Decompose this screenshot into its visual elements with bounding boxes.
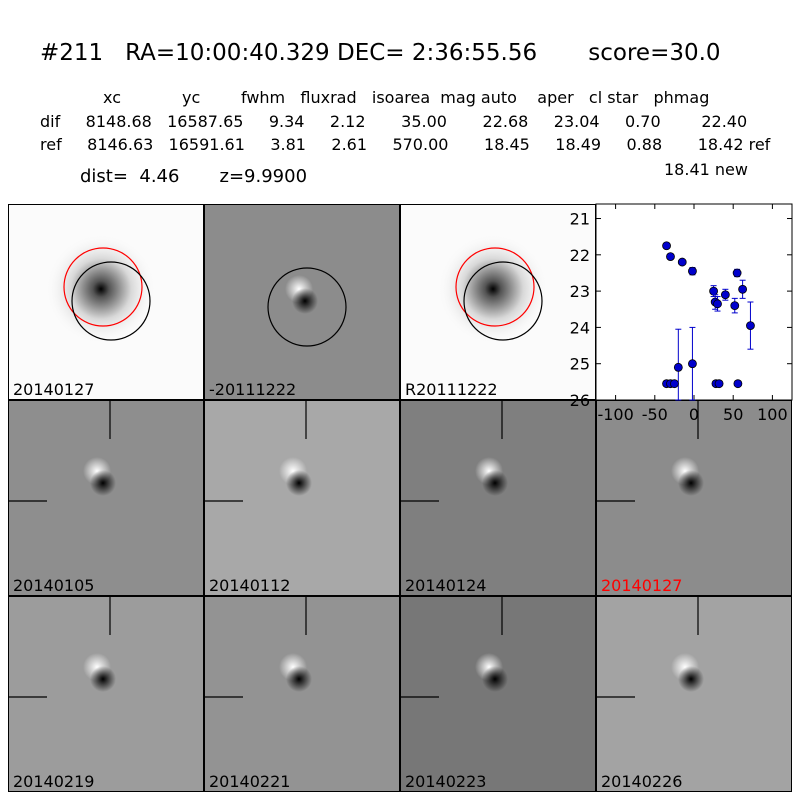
negative-lobe	[286, 470, 312, 496]
negative-lobe	[90, 470, 116, 496]
cutout-panel: 20140105	[8, 400, 204, 596]
data-point	[673, 362, 683, 372]
data-point	[709, 286, 719, 296]
data-point	[746, 321, 755, 330]
light-curve-chart: 21 22 23 24 25 26 -100 -50 0 50 100	[570, 203, 793, 424]
data-point	[677, 257, 687, 267]
data-point	[720, 290, 730, 300]
cutout-image	[401, 597, 508, 698]
negative-lobe	[482, 470, 508, 496]
cutout-image	[597, 401, 704, 502]
x-tick-label: 100	[757, 405, 788, 424]
distance-redshift: dist= 4.46 z=9.9900	[80, 166, 308, 187]
cutout-panel: 20140112	[204, 400, 400, 596]
y-tick-label: 26	[570, 391, 590, 410]
panel-date-label: 20140219	[13, 772, 95, 791]
data-point	[713, 299, 722, 309]
data-point	[733, 379, 743, 389]
cutout-panel: 20140127	[8, 204, 204, 400]
stats-header: xc yc fwhm fluxrad isoarea mag auto aper…	[103, 88, 710, 107]
cutout-image	[9, 597, 116, 698]
cutout-image	[597, 597, 704, 698]
negative-lobe	[678, 666, 704, 692]
stats-ref-row: ref 8146.63 16591.61 3.81 2.61 570.00 18…	[40, 135, 771, 154]
new-mag: 18.41 new	[664, 160, 748, 179]
cutout-image	[46, 234, 156, 344]
ref-circle	[63, 247, 143, 327]
data-point	[688, 266, 697, 276]
cutout-panel: 20140221	[204, 596, 400, 792]
data-point	[730, 301, 740, 311]
data-point	[738, 284, 748, 294]
dif-circle	[463, 261, 543, 341]
cutout-panel: -20111222	[204, 204, 400, 400]
panel-date-label: 20140127	[13, 380, 95, 399]
dif-circle	[267, 267, 347, 347]
y-tick-label: 21	[570, 210, 590, 229]
negative-lobe	[678, 470, 704, 496]
negative-lobe	[292, 288, 318, 314]
cutout-panel: 20140124	[400, 400, 596, 596]
data-point	[666, 252, 675, 262]
panel-date-label: -20111222	[209, 380, 297, 399]
dif-circle	[71, 261, 151, 341]
data-point	[670, 379, 679, 389]
negative-lobe	[90, 666, 116, 692]
data-point	[688, 359, 697, 369]
cutout-image	[438, 234, 548, 344]
stats-dif-row: dif 8148.68 16587.65 9.34 2.12 35.00 22.…	[40, 112, 748, 131]
y-tick-label: 22	[570, 246, 590, 265]
cutout-image	[9, 401, 116, 502]
cutout-panel: 20140223	[400, 596, 596, 792]
cutout-panel: 20140127	[596, 400, 792, 596]
panel-date-label: 20140124	[405, 576, 487, 595]
x-tick-label: 0	[689, 405, 699, 424]
panel-date-label: 20140226	[601, 772, 683, 791]
data-point	[714, 379, 724, 389]
data-point	[732, 268, 742, 278]
cutout-panel: 20140219	[8, 596, 204, 792]
panel-date-label: 20140223	[405, 772, 487, 791]
cutout-image	[205, 597, 312, 698]
panel-date-label: 20140221	[209, 772, 291, 791]
x-tick-label: 50	[723, 405, 743, 424]
negative-lobe	[482, 666, 508, 692]
x-tick-label: -100	[597, 405, 633, 424]
y-tick-label: 24	[570, 318, 590, 337]
plot-frame	[595, 203, 793, 401]
cutout-image	[205, 401, 312, 502]
page-title: #211 RA=10:00:40.329 DEC= 2:36:55.56 sco…	[40, 40, 721, 66]
y-tick-label: 25	[570, 355, 590, 374]
cutout-image	[401, 401, 508, 502]
panel-date-label: 20140112	[209, 576, 291, 595]
panel-date-label: 20140127	[601, 576, 683, 595]
negative-lobe	[286, 666, 312, 692]
ref-circle	[455, 247, 535, 327]
panel-date-label: R20111222	[405, 380, 498, 399]
y-tick-label: 23	[570, 282, 590, 301]
panel-date-label: 20140105	[13, 576, 95, 595]
cutout-image	[267, 267, 347, 347]
x-tick-label: -50	[642, 405, 668, 424]
cutout-panel: 20140226	[596, 596, 792, 792]
data-point	[662, 241, 671, 251]
